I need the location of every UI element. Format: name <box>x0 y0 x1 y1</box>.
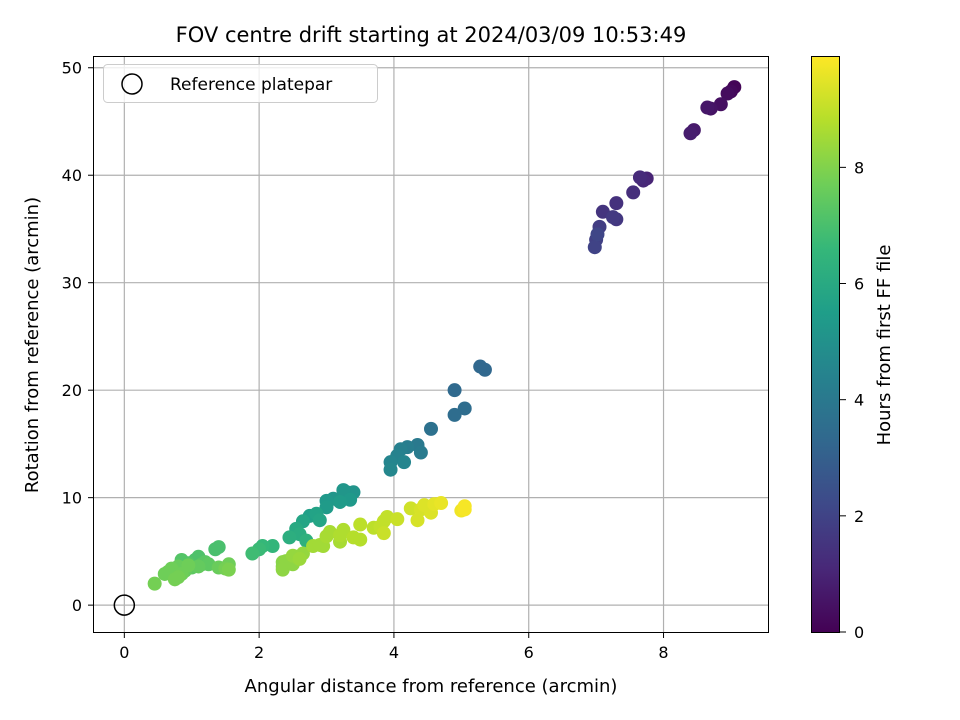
data-point <box>473 359 488 374</box>
data-point <box>292 551 307 566</box>
legend-open-circle-icon <box>121 73 143 95</box>
data-point <box>397 455 412 470</box>
colorbar-tick-label: 6 <box>854 275 864 294</box>
x-axis-title: Angular distance from reference (arcmin) <box>245 676 618 697</box>
data-point <box>282 530 297 545</box>
colorbar <box>811 56 840 633</box>
data-point <box>383 462 398 477</box>
colorbar-tick-label: 0 <box>854 623 864 642</box>
data-point <box>333 494 348 509</box>
data-point <box>353 517 368 532</box>
y-tick-label: 40 <box>62 166 82 185</box>
data-point <box>181 558 196 573</box>
data-point <box>410 513 425 528</box>
data-point <box>457 401 472 416</box>
chart-title: FOV centre drift starting at 2024/03/09 … <box>176 23 687 47</box>
x-tick-label: 2 <box>254 643 264 662</box>
data-point <box>609 196 624 211</box>
data-point <box>683 126 698 141</box>
data-point <box>605 210 620 225</box>
y-tick-label: 30 <box>62 274 82 293</box>
data-point <box>457 502 472 517</box>
x-tick-label: 6 <box>524 643 534 662</box>
x-axis-ticks: 0 2 4 6 8 <box>119 632 669 662</box>
x-tick-label: 4 <box>389 643 399 662</box>
data-point <box>167 572 182 587</box>
reference-platepar-marker <box>113 594 136 616</box>
y-tick-label: 50 <box>62 59 82 78</box>
data-point <box>245 546 260 561</box>
data-point <box>447 383 462 398</box>
data-point <box>700 100 715 115</box>
data-point <box>587 240 602 255</box>
data-point <box>403 501 418 516</box>
data-point <box>221 562 236 577</box>
data-point <box>312 513 327 528</box>
data-point <box>390 512 405 527</box>
colorbar-tick-label: 2 <box>854 507 864 526</box>
legend-label-reference: Reference platepar <box>170 75 332 95</box>
data-point <box>376 526 391 541</box>
data-point <box>333 528 348 543</box>
data-point <box>590 227 605 242</box>
colorbar-ticks: 0 2 4 6 8 <box>840 158 864 642</box>
data-point <box>424 421 438 436</box>
y-tick-label: 20 <box>62 381 82 400</box>
data-points <box>147 80 742 591</box>
y-tick-label: 0 <box>72 596 82 615</box>
grid-lines <box>94 57 768 632</box>
y-tick-label: 10 <box>62 489 82 508</box>
reference-marker-group <box>113 594 136 616</box>
colorbar-tick-label: 8 <box>854 158 864 177</box>
y-axis-ticks: 0 10 20 30 40 50 <box>62 59 94 615</box>
data-point <box>319 500 334 515</box>
y-axis-title: Rotation from reference (arcmin) <box>22 197 43 493</box>
data-point <box>265 539 280 554</box>
data-point <box>413 445 428 460</box>
data-point <box>447 407 462 422</box>
data-point <box>434 496 449 511</box>
data-point <box>208 542 223 557</box>
data-point <box>720 86 735 101</box>
plot-frame <box>93 56 769 633</box>
legend-box <box>103 64 378 103</box>
x-tick-label: 8 <box>658 643 668 662</box>
data-point <box>191 559 206 574</box>
colorbar-tick-label: 4 <box>854 391 864 410</box>
data-point <box>626 185 641 200</box>
x-tick-label: 0 <box>119 643 129 662</box>
colorbar-label: Hours from first FF file <box>874 245 895 446</box>
data-point <box>632 170 647 185</box>
legend: Reference platepar <box>103 64 378 103</box>
data-point <box>353 532 368 547</box>
data-point <box>147 576 162 591</box>
